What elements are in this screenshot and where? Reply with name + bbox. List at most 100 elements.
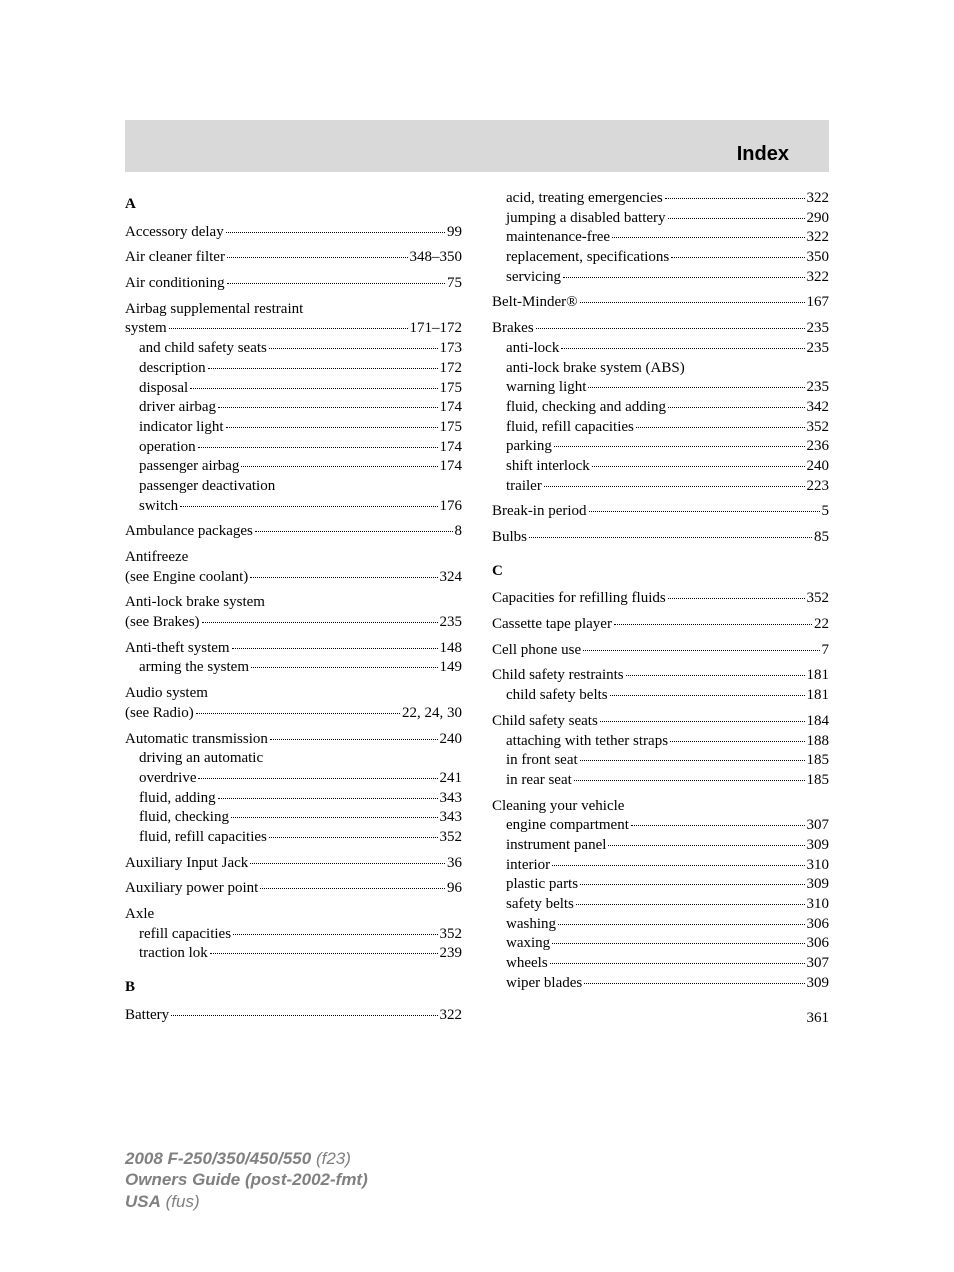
entry-label: Capacities for refilling fluids — [492, 590, 666, 608]
dot-leader — [580, 884, 804, 885]
entry-page: 22 — [814, 616, 829, 634]
index-subentry: shift interlock 240 — [492, 458, 829, 476]
index-entry: Anti-lock brake system — [125, 594, 462, 612]
entry-page: 235 — [807, 340, 830, 358]
index-subentry: refill capacities 352 — [125, 926, 462, 944]
index-entry: Anti-theft system 148 — [125, 640, 462, 658]
entry-label: washing — [506, 916, 556, 934]
dot-leader — [218, 407, 437, 408]
entry-page: 185 — [807, 772, 830, 790]
index-subentry: overdrive 241 — [125, 770, 462, 788]
dot-leader — [529, 537, 812, 538]
dot-leader — [241, 466, 437, 467]
dot-leader — [558, 924, 805, 925]
entry-page: 7 — [822, 642, 830, 660]
left-column: A Accessory delay 99 Air cleaner filter … — [125, 190, 462, 1028]
dot-leader — [610, 695, 805, 696]
dot-leader — [550, 963, 805, 964]
entry-page: 343 — [440, 790, 463, 808]
entry-label: anti-lock — [506, 340, 559, 358]
right-column: acid, treating emergencies 322 jumping a… — [492, 190, 829, 1028]
entry-label: overdrive — [139, 770, 196, 788]
dot-leader — [668, 598, 805, 599]
entry-page: 188 — [807, 733, 830, 751]
entry-label: Child safety seats — [492, 713, 598, 731]
entry-page: 307 — [807, 955, 830, 973]
entry-label: (see Radio) — [125, 705, 194, 723]
entry-page: 167 — [807, 294, 830, 312]
index-entry: system 171–172 — [125, 320, 462, 338]
index-subentry: switch 176 — [125, 498, 462, 516]
entry-label: driving an automatic — [139, 750, 263, 768]
index-subentry: driving an automatic — [125, 750, 462, 768]
entry-label: Air cleaner filter — [125, 249, 225, 267]
entry-page: 99 — [447, 224, 462, 242]
dot-leader — [544, 486, 805, 487]
entry-page: 173 — [440, 340, 463, 358]
entry-label: Bulbs — [492, 529, 527, 547]
index-entry: Automatic transmission 240 — [125, 731, 462, 749]
index-subentry: passenger deactivation — [125, 478, 462, 496]
entry-page: 75 — [447, 275, 462, 293]
index-subentry: plastic parts 309 — [492, 876, 829, 894]
entry-label: Automatic transmission — [125, 731, 268, 749]
entry-page: 309 — [807, 975, 830, 993]
entry-label: anti-lock brake system (ABS) — [506, 360, 685, 378]
index-subentry: attaching with tether straps 188 — [492, 733, 829, 751]
entry-label: warning light — [506, 379, 586, 397]
entry-page: 352 — [807, 419, 830, 437]
entry-page: 174 — [440, 439, 463, 457]
dot-leader — [270, 739, 438, 740]
entry-page: 306 — [807, 916, 830, 934]
index-entry: Cassette tape player 22 — [492, 616, 829, 634]
entry-page: 348–350 — [410, 249, 463, 267]
footer-line-3: USA (fus) — [125, 1191, 829, 1212]
index-entry: Capacities for refilling fluids 352 — [492, 590, 829, 608]
index-subentry: and child safety seats 173 — [125, 340, 462, 358]
index-subentry: replacement, specifications 350 — [492, 249, 829, 267]
entry-label: safety belts — [506, 896, 574, 914]
index-entry: Battery 322 — [125, 1007, 462, 1025]
index-entry: Air conditioning 75 — [125, 275, 462, 293]
dot-leader — [233, 934, 437, 935]
dot-leader — [554, 446, 805, 447]
dot-leader — [614, 624, 812, 625]
entry-page: 5 — [822, 503, 830, 521]
entry-label: indicator light — [139, 419, 224, 437]
dot-leader — [612, 237, 804, 238]
index-entry: Air cleaner filter 348–350 — [125, 249, 462, 267]
dot-leader — [198, 447, 438, 448]
dot-leader — [250, 863, 445, 864]
entry-label: disposal — [139, 380, 188, 398]
page: Index A Accessory delay 99 Air cleaner f… — [0, 0, 954, 1272]
entry-label: Axle — [125, 906, 154, 924]
entry-label: Ambulance packages — [125, 523, 253, 541]
entry-label: fluid, checking — [139, 809, 229, 827]
dot-leader — [196, 713, 400, 714]
dot-leader — [580, 302, 805, 303]
entry-page: 175 — [440, 419, 463, 437]
index-subentry: jumping a disabled battery 290 — [492, 210, 829, 228]
entry-label: maintenance-free — [506, 229, 610, 247]
entry-label: interior — [506, 857, 550, 875]
dot-leader — [202, 622, 438, 623]
footer-line-1: 2008 F-250/350/450/550 (f23) — [125, 1148, 829, 1169]
entry-page: 36 — [447, 855, 462, 873]
index-subentry: operation 174 — [125, 439, 462, 457]
index-entry: Cell phone use 7 — [492, 642, 829, 660]
index-entry: Brakes 235 — [492, 320, 829, 338]
index-subentry: waxing 306 — [492, 935, 829, 953]
entry-label: Air conditioning — [125, 275, 225, 293]
entry-label: passenger deactivation — [139, 478, 275, 496]
entry-label: Antifreeze — [125, 549, 188, 567]
dot-leader — [668, 218, 805, 219]
index-subentry: indicator light 175 — [125, 419, 462, 437]
dot-leader — [592, 466, 805, 467]
index-subentry: fluid, refill capacities 352 — [492, 419, 829, 437]
entry-label: attaching with tether straps — [506, 733, 668, 751]
index-subentry: acid, treating emergencies 322 — [492, 190, 829, 208]
index-entry: (see Engine coolant) 324 — [125, 569, 462, 587]
entry-label: engine compartment — [506, 817, 629, 835]
entry-page: 322 — [807, 269, 830, 287]
dot-leader — [210, 953, 438, 954]
